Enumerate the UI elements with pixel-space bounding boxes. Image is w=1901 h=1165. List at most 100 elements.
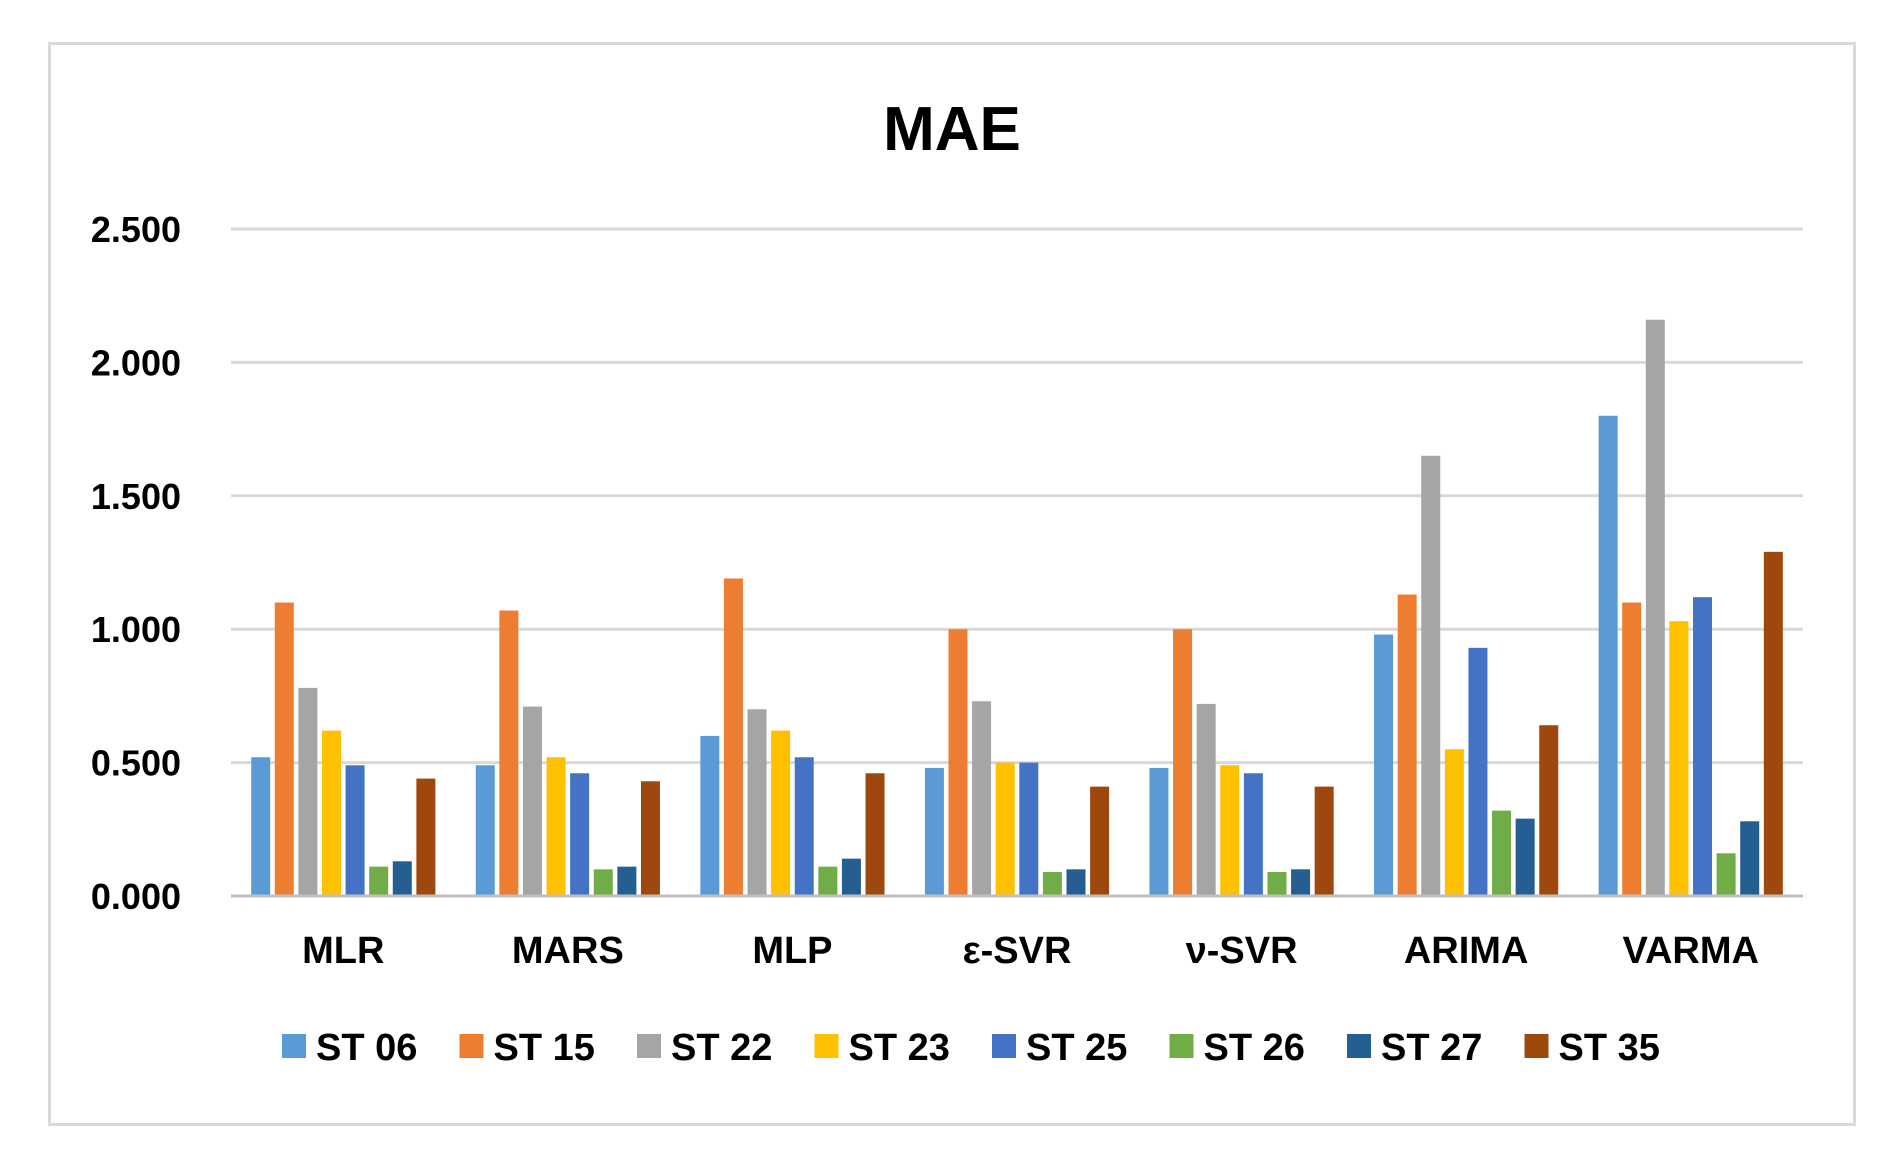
bar-st-25-1[interactable] xyxy=(345,765,365,896)
bar-st-25-2[interactable] xyxy=(570,773,590,896)
legend-label: ST 06 xyxy=(316,1027,417,1069)
legend-swatch xyxy=(1524,1034,1549,1058)
bar-st-06-2[interactable] xyxy=(475,765,495,896)
x-category-label: MARS xyxy=(512,930,624,972)
bar-st-27-5[interactable] xyxy=(1291,869,1311,896)
legend-label: ST 25 xyxy=(1026,1027,1127,1069)
bar-st-27-6[interactable] xyxy=(1515,818,1535,896)
bar-st-35-7[interactable] xyxy=(1763,551,1783,896)
bar-st-26-2[interactable] xyxy=(593,869,613,896)
bar-st-27-1[interactable] xyxy=(392,861,412,896)
bar-st-23-4[interactable] xyxy=(995,762,1015,896)
legend-label: ST 15 xyxy=(494,1027,595,1069)
y-tick-label: 2.500 xyxy=(91,209,181,250)
gridlines xyxy=(231,227,1803,765)
y-tick-label: 0.500 xyxy=(91,743,181,784)
bar-st-15-2[interactable] xyxy=(499,610,519,896)
legend-swatch xyxy=(459,1034,484,1058)
bar-st-35-6[interactable] xyxy=(1539,725,1559,896)
bar-st-22-7[interactable] xyxy=(1645,319,1665,896)
bars xyxy=(251,319,1783,896)
bar-st-06-1[interactable] xyxy=(251,757,271,896)
legend-item-st-26[interactable]: ST 26 xyxy=(1169,1027,1305,1069)
legend-item-st-15[interactable]: ST 15 xyxy=(459,1027,595,1069)
bar-st-26-5[interactable] xyxy=(1267,871,1287,896)
bar-st-22-4[interactable] xyxy=(972,701,992,896)
y-tick-label: 1.500 xyxy=(91,476,181,517)
y-tick-label: 1.000 xyxy=(91,609,181,650)
legend-item-st-35[interactable]: ST 35 xyxy=(1524,1027,1660,1069)
bar-st-15-6[interactable] xyxy=(1397,594,1417,896)
bar-st-27-2[interactable] xyxy=(617,866,637,896)
bar-st-25-3[interactable] xyxy=(794,757,814,896)
bar-st-35-4[interactable] xyxy=(1090,786,1110,896)
bar-st-35-1[interactable] xyxy=(416,778,436,896)
bar-st-15-7[interactable] xyxy=(1622,602,1642,896)
bar-st-26-4[interactable] xyxy=(1042,871,1062,896)
bar-st-15-1[interactable] xyxy=(274,602,294,896)
bar-st-22-3[interactable] xyxy=(747,709,767,896)
bar-st-06-3[interactable] xyxy=(700,735,720,896)
legend-swatch xyxy=(1347,1034,1371,1058)
legend-label: ST 22 xyxy=(671,1027,772,1069)
bar-st-35-3[interactable] xyxy=(865,773,885,896)
bar-st-23-2[interactable] xyxy=(546,757,566,896)
bar-st-27-3[interactable] xyxy=(841,858,861,896)
legend-label: ST 35 xyxy=(1559,1027,1660,1069)
bar-st-27-7[interactable] xyxy=(1740,821,1760,896)
chart-title: MAE xyxy=(883,95,1021,164)
legend-swatch xyxy=(992,1034,1016,1058)
legend[interactable]: ST 06 ST 15 ST 22 ST 23 ST 25 ST 26 ST 27 ST 35 xyxy=(282,1027,1660,1069)
x-category-label: ν-SVR xyxy=(1186,930,1298,972)
bar-st-23-6[interactable] xyxy=(1444,749,1464,896)
x-category-label: ε-SVR xyxy=(963,930,1072,972)
legend-label: ST 26 xyxy=(1204,1027,1305,1069)
bar-st-23-3[interactable] xyxy=(771,730,791,896)
legend-item-st-22[interactable]: ST 22 xyxy=(637,1027,772,1069)
bar-st-22-2[interactable] xyxy=(522,706,542,896)
bar-st-15-3[interactable] xyxy=(723,578,743,896)
bar-st-25-6[interactable] xyxy=(1468,647,1488,896)
y-tick-label: 0.000 xyxy=(91,876,181,917)
x-category-label: MLR xyxy=(302,930,384,972)
bar-st-26-3[interactable] xyxy=(818,866,838,896)
legend-item-st-06[interactable]: ST 06 xyxy=(282,1027,417,1069)
bar-st-25-7[interactable] xyxy=(1693,597,1713,896)
legend-label: ST 27 xyxy=(1381,1027,1482,1069)
bar-st-23-7[interactable] xyxy=(1669,621,1689,896)
x-axis-categories: MLR MARS MLP ε-SVR ν-SVR ARIMA VARMA xyxy=(302,930,1759,972)
bar-st-06-6[interactable] xyxy=(1374,634,1394,896)
legend-swatch xyxy=(1169,1034,1194,1058)
bar-st-25-4[interactable] xyxy=(1019,762,1039,896)
bar-st-25-5[interactable] xyxy=(1243,773,1263,896)
bar-st-22-1[interactable] xyxy=(298,687,318,896)
legend-swatch xyxy=(282,1034,306,1058)
x-category-label: VARMA xyxy=(1622,930,1759,972)
legend-item-st-23[interactable]: ST 23 xyxy=(814,1027,950,1069)
legend-item-st-25[interactable]: ST 25 xyxy=(992,1027,1127,1069)
y-axis-ticks: 0.000 0.500 1.000 1.500 2.000 2.500 xyxy=(91,209,181,917)
bar-st-35-2[interactable] xyxy=(640,781,660,896)
chart-frame: MAE 0.000 0.500 1.000 1.500 2.000 2.500 MLR MA… xyxy=(48,42,1856,1126)
bar-st-15-5[interactable] xyxy=(1173,629,1193,896)
bar-st-23-5[interactable] xyxy=(1220,765,1240,896)
bar-st-15-4[interactable] xyxy=(948,629,968,896)
x-category-label: MLP xyxy=(752,930,832,972)
bar-st-06-4[interactable] xyxy=(924,767,944,896)
bar-st-23-1[interactable] xyxy=(321,730,341,896)
bar-st-22-5[interactable] xyxy=(1196,703,1216,896)
bar-st-26-7[interactable] xyxy=(1716,853,1736,896)
bar-st-06-7[interactable] xyxy=(1598,415,1618,896)
bar-st-06-5[interactable] xyxy=(1149,767,1169,896)
bar-st-22-6[interactable] xyxy=(1421,455,1441,896)
bar-chart: MAE 0.000 0.500 1.000 1.500 2.000 2.500 MLR MA… xyxy=(91,95,1803,1069)
legend-label: ST 23 xyxy=(849,1027,950,1069)
y-tick-label: 2.000 xyxy=(91,342,181,383)
legend-item-st-27[interactable]: ST 27 xyxy=(1347,1027,1482,1069)
legend-swatch xyxy=(637,1034,661,1058)
bar-st-35-5[interactable] xyxy=(1314,786,1334,896)
bar-st-27-4[interactable] xyxy=(1066,869,1086,896)
bar-st-26-1[interactable] xyxy=(369,866,389,896)
bar-st-26-6[interactable] xyxy=(1492,810,1512,896)
legend-swatch xyxy=(814,1034,839,1058)
